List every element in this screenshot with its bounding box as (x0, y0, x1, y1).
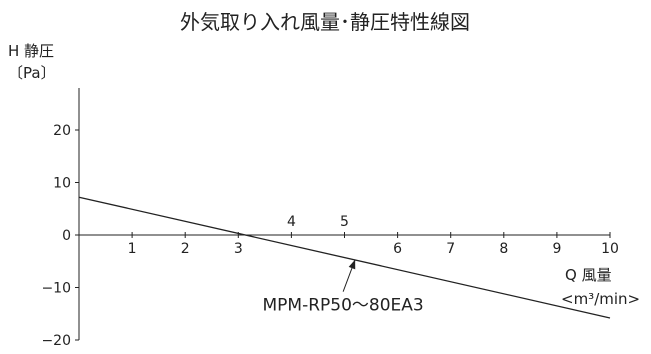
x-tick-label: 1 (128, 241, 137, 257)
series-model-label: MPM-RP50〜80EA3 (263, 296, 424, 316)
y-tick-label: 10 (53, 176, 71, 192)
annotation-arrow-head (348, 259, 356, 270)
y-ticks: 20 10 0 −10 −20 (41, 123, 79, 349)
x-tick-label: 9 (552, 241, 561, 257)
x-tick-label: 4 (287, 214, 296, 230)
x-tick-label: 8 (499, 241, 508, 257)
x-tick-label: 5 (340, 214, 349, 230)
x-ticks: 1 2 3 4 5 6 7 8 9 10 (128, 214, 619, 257)
x-axis-unit: <m³/min> (561, 290, 640, 308)
y-tick-label: 0 (62, 228, 71, 244)
series-line (78, 196, 611, 319)
annotation-layer: MPM-RP50〜80EA3 (263, 259, 424, 316)
y-tick-label: −10 (41, 281, 71, 297)
x-tick-label: 7 (446, 241, 455, 257)
chart-title: 外気取り入れ風量･静圧特性線図 (180, 10, 470, 34)
y-axis-unit: 〔Pa〕 (8, 64, 56, 82)
y-tick-label: 20 (53, 123, 71, 139)
x-tick-label: 6 (393, 241, 402, 257)
y-tick-label: −20 (41, 333, 71, 349)
x-tick-label: 3 (234, 241, 243, 257)
series-layer (78, 196, 611, 319)
x-axis-label: Q 風量 (565, 266, 612, 284)
x-tick-label: 2 (181, 241, 190, 257)
x-tick-label: 10 (601, 241, 619, 257)
y-axis-label: H 静圧 (8, 42, 54, 60)
